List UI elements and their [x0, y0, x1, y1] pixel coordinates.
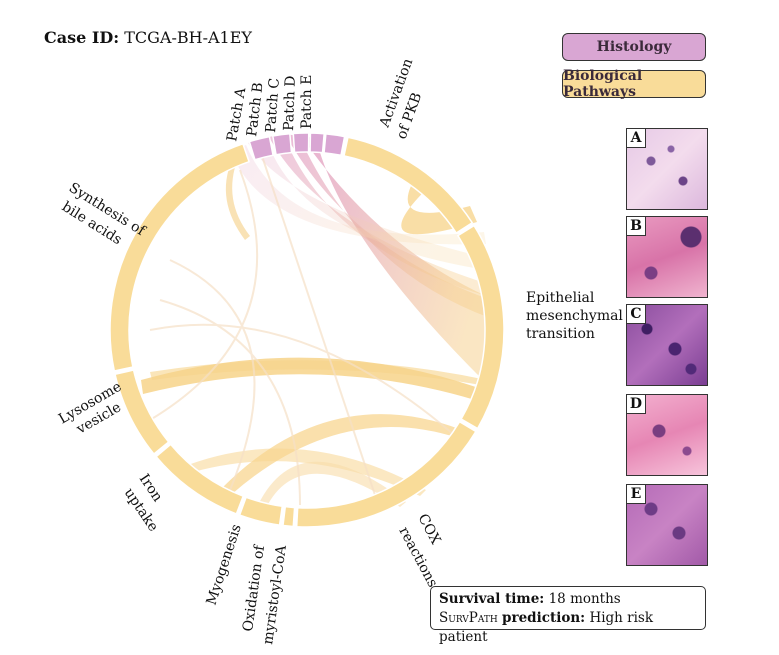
legend-pathways: Biological Pathways — [562, 68, 706, 100]
case-id-value: TCGA-BH-A1EY — [124, 28, 252, 47]
arc-emt — [456, 224, 505, 430]
label-emt-1: Epithelial — [526, 290, 595, 306]
label-emt-2: mesenchymal — [526, 308, 623, 324]
ribbon-cox-oxid — [258, 461, 406, 508]
arc-cox — [295, 420, 477, 528]
legend-histology: Histology — [562, 33, 706, 61]
arc-myogenesis — [238, 496, 284, 526]
label-patch-c: Patch C — [263, 77, 283, 133]
survival-box: Survival time: 18 months SurvPath predic… — [430, 586, 706, 645]
case-id: Case ID: TCGA-BH-A1EY — [44, 28, 252, 47]
label-myogenesis: Myogenesis — [204, 522, 245, 607]
prediction-label: prediction: — [502, 610, 586, 626]
arc-patch-b — [271, 132, 293, 156]
survival-time-label: Survival time: — [439, 591, 545, 607]
ribbon-faint-3 — [169, 259, 256, 491]
arc-oxid — [282, 505, 296, 528]
ribbon-faint-2 — [159, 299, 301, 506]
survival-time-value: 18 months — [548, 591, 621, 607]
chord-arcs — [109, 132, 505, 528]
patch-image-a: A — [626, 128, 708, 210]
arc-patch-d — [309, 132, 325, 154]
ribbon-faint-1 — [149, 323, 461, 441]
prediction-line: SurvPath prediction: High risk patient — [439, 609, 697, 647]
patch-image-d: D — [626, 394, 708, 476]
arc-patch-a — [248, 135, 274, 161]
arc-patch-c — [292, 132, 310, 154]
arc-pkb — [343, 136, 474, 235]
label-emt-3: transition — [526, 326, 595, 342]
patch-image-c: C — [626, 304, 708, 386]
arc-lysosome — [114, 369, 170, 456]
ribbon-faint-5 — [259, 149, 381, 511]
patch-image-b: B — [626, 216, 708, 298]
ribbon-patch-c-emt — [269, 134, 488, 296]
arc-bile — [109, 142, 251, 372]
ribbon-emt-lyso-2 — [150, 360, 487, 386]
arc-patch-e — [323, 133, 346, 157]
survival-time-line: Survival time: 18 months — [439, 590, 697, 609]
patch-letter-e: E — [627, 485, 646, 504]
label-patch-b: Patch B — [244, 82, 267, 138]
ribbon-patch-a-bile — [225, 158, 250, 240]
patch-letter-b: B — [627, 217, 646, 236]
prediction-value: High risk patient — [439, 610, 654, 645]
arc-iron — [155, 443, 245, 515]
label-patch-d: Patch D — [281, 75, 299, 131]
case-id-label: Case ID: — [44, 28, 120, 47]
ribbon-patch-b-emt — [248, 138, 487, 270]
ribbon-faint-4 — [149, 169, 259, 421]
patch-image-e: E — [626, 484, 708, 566]
model-name: SurvPath — [439, 610, 498, 626]
patch-letter-a: A — [627, 129, 646, 148]
label-patch-e: Patch E — [299, 75, 315, 129]
patch-letter-d: D — [627, 395, 646, 414]
patch-letter-c: C — [627, 305, 646, 324]
